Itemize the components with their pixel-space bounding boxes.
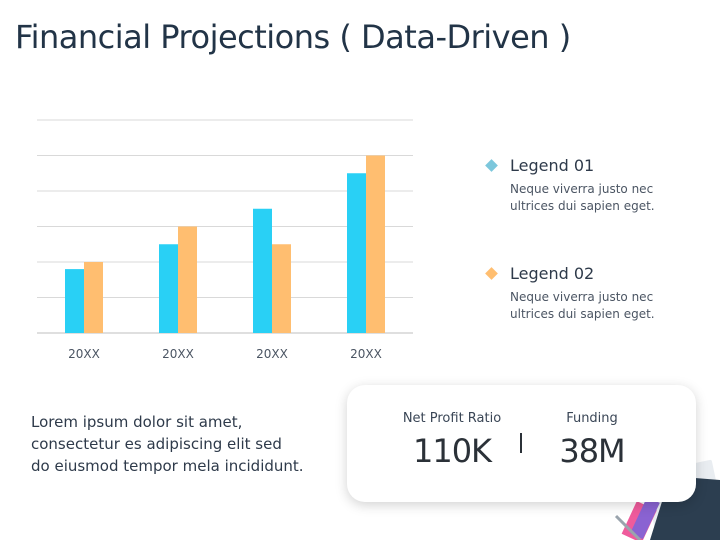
bar-2 <box>366 155 385 333</box>
bar-1 <box>65 269 84 333</box>
legend-description: Neque viverra justo nec <box>510 290 654 304</box>
body-line: consectetur es adipiscing elit sed <box>31 435 282 453</box>
body-line: do eiusmod tempor mela incididunt. <box>31 457 304 475</box>
diamond-icon <box>485 159 498 172</box>
diamond-icon <box>485 267 498 280</box>
legend-description: ultrices dui sapien eget. <box>510 307 655 321</box>
legend-label: Legend 01 <box>510 156 595 175</box>
legend-description: ultrices dui sapien eget. <box>510 199 655 213</box>
body-paragraph: Lorem ipsum dolor sit amet, consectetur … <box>31 411 331 477</box>
bar-1 <box>253 208 272 333</box>
x-tick-label: 20XX <box>162 347 194 361</box>
notebook-illustration <box>614 459 720 540</box>
bar-1 <box>347 173 366 333</box>
x-tick-label: 20XX <box>256 347 288 361</box>
kpi-value: 38M <box>559 432 625 470</box>
body-line: Lorem ipsum dolor sit amet, <box>31 413 243 431</box>
kpi-funding: Funding 38M <box>527 411 657 470</box>
bar-1 <box>159 244 178 333</box>
kpi-label: Net Profit Ratio <box>402 411 502 426</box>
bar-2 <box>84 262 103 333</box>
bar-2 <box>178 226 197 333</box>
page-title: Financial Projections ( Data-Driven ) <box>15 18 571 56</box>
kpi-card: Net Profit Ratio 110K Funding 38M <box>347 385 696 502</box>
legend-item-2: Legend 02 Neque viverra justo nec ultric… <box>485 264 685 323</box>
kpi-net-profit: Net Profit Ratio 110K <box>387 411 517 470</box>
x-tick-label: 20XX <box>350 347 382 361</box>
bar-chart: 20XX 20XX 20XX 20XX <box>37 119 413 361</box>
legend-item-1: Legend 01 Neque viverra justo nec ultric… <box>485 156 685 215</box>
kpi-divider <box>520 433 522 453</box>
x-tick-label: 20XX <box>68 347 100 361</box>
kpi-value: 110K <box>412 432 492 470</box>
legend-description: Neque viverra justo nec <box>510 182 654 196</box>
bar-2 <box>272 244 291 333</box>
kpi-label: Funding <box>566 411 618 426</box>
legend-label: Legend 02 <box>510 264 595 283</box>
